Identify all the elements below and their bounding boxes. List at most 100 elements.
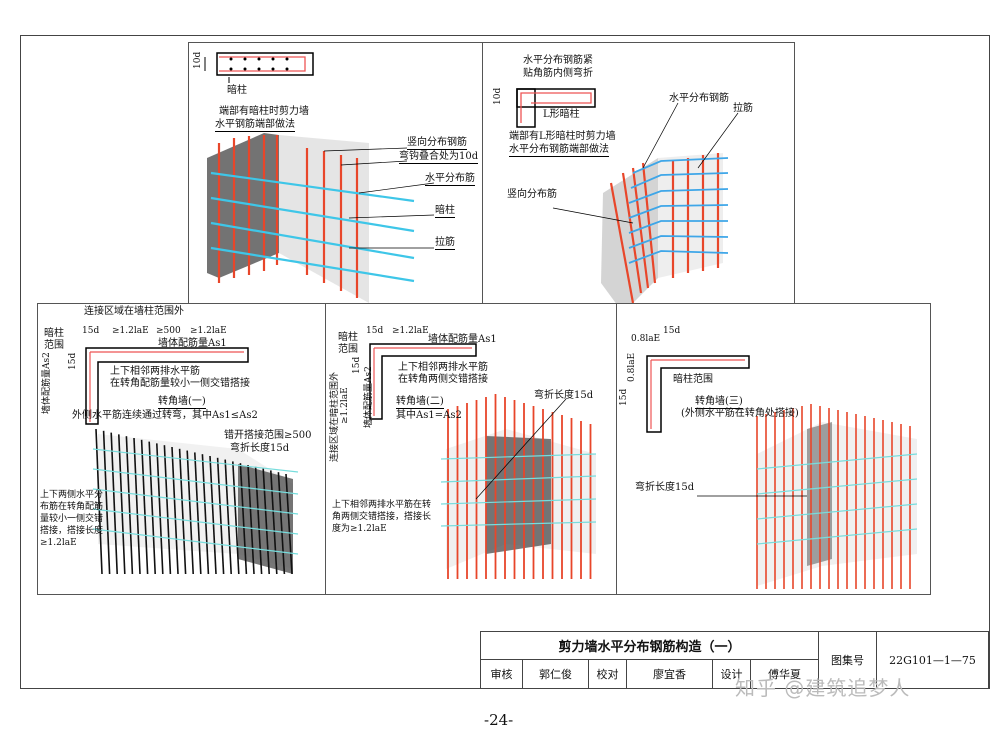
rebar-3d-drawing — [646, 355, 918, 589]
rebar-line — [102, 430, 111, 575]
panel-corner-wall-3: 0.8laE 15d 0.8laE 15d 暗柱范围 转角墙(三) (外侧水平筋… — [616, 303, 931, 595]
rebar-line — [209, 455, 217, 575]
rebar-line — [95, 428, 103, 575]
note-line1: 上下相邻两排水平筋 — [110, 366, 200, 377]
hidden-range-1: 暗柱 — [44, 328, 64, 339]
atlas-label: 图集号 — [819, 632, 877, 688]
bend-label: 弯折长度15d — [230, 443, 290, 454]
rebar-line — [201, 454, 210, 575]
rebar-line — [110, 432, 118, 575]
dim-15d: 15d — [366, 326, 384, 336]
dim-500: ≥500 — [156, 326, 181, 336]
panel-end-hidden-column: 10d 暗柱 端部有暗柱时剪力墙 水平钢筋端部做法 竖向分布钢筋 弯钩叠合处为1… — [188, 42, 484, 305]
dim-10d: 10d — [193, 51, 203, 69]
watermark: 知乎 @建筑追梦人 — [735, 676, 911, 700]
region-note: 连接区域在墙柱范围外 — [84, 306, 184, 317]
label-hidden-column: 暗柱 — [435, 205, 455, 218]
label-horizontal-bar: 水平分布筋 — [425, 173, 475, 186]
caption: 转角墙(二) — [396, 396, 444, 409]
checker-name: 廖宜香 — [627, 660, 713, 688]
rebar-line — [186, 450, 194, 575]
label-hook-overlap: 弯钩叠合处为10d — [399, 151, 479, 164]
caption-sub: (外侧水平筋在转角处搭接) — [681, 408, 799, 419]
rebar-line — [118, 434, 126, 575]
dim-0.8lae: 0.8laE — [631, 334, 661, 344]
hidden-column-label: 暗柱 — [227, 85, 247, 96]
caption-line1: 端部有暗柱时剪力墙 — [219, 106, 309, 117]
dim-15d-side: 15d — [352, 356, 362, 374]
side-note-3: 量较小一侧交错 — [40, 514, 104, 524]
rebar-3d-drawing — [516, 88, 739, 304]
title-block: 剪力墙水平分布钢筋构造（一） 图集号 22G101—1—75 审核 郭仁俊 校对… — [480, 631, 989, 689]
panel-corner-wall-1: 连接区域在墙柱范围外 暗柱 范围 15d ≥1.2laE ≥500 ≥1.2la… — [37, 303, 327, 595]
note-line2: 在转角配筋量较小一侧交错搭接 — [110, 378, 250, 389]
side-note-5: ≥1.2laE — [40, 538, 77, 548]
note-line1: 上下相邻两排水平筋 — [398, 362, 488, 373]
rebar-line — [285, 473, 293, 575]
rebar-line — [224, 459, 232, 575]
rebar-line — [133, 437, 141, 575]
review-label: 审核 — [481, 660, 523, 688]
hidden-range: 暗柱范围 — [673, 374, 713, 385]
caption-line2: 水平钢筋端部做法 — [215, 119, 295, 132]
rebar-line — [140, 439, 149, 575]
wall-as2: 墙体配筋量As2 — [364, 366, 374, 428]
side-note-2: 布筋在转角配筋 — [40, 502, 104, 512]
rebar-line — [194, 452, 202, 575]
side-note-4: 搭接，搭接长度 — [40, 526, 104, 536]
rebar-line — [277, 472, 286, 575]
bend-label: 弯折长度15d — [635, 482, 695, 493]
rebar-line — [254, 466, 263, 575]
caption-line2: 水平分布钢筋端部做法 — [509, 144, 609, 157]
hidden-range-2: 范围 — [44, 340, 64, 351]
rebar-3d-drawing — [369, 343, 597, 579]
label-horizontal-bar: 水平分布钢筋 — [669, 93, 729, 104]
design-label: 设计 — [713, 660, 751, 688]
wall-as1: 墙体配筋量As1 — [158, 338, 227, 349]
note-line2: 在转角两侧交错搭接 — [398, 374, 488, 385]
dim-15d-side: 15d — [619, 388, 629, 406]
check-label: 校对 — [589, 660, 627, 688]
label-tie: 拉筋 — [435, 237, 455, 250]
dim-side: ≥1.2laE — [340, 387, 350, 424]
panel-end-l-column: 水平分布钢筋紧 贴角筋内侧弯折 10d L形暗柱 端部有L形暗柱时剪力墙 水平分… — [482, 42, 795, 305]
rebar-line — [247, 464, 255, 575]
note-line1: 水平分布钢筋紧 — [523, 55, 593, 66]
reviewer-name: 郭仁俊 — [523, 660, 589, 688]
dim-15d-side: 15d — [68, 352, 78, 370]
dim-15d: 15d — [82, 326, 100, 336]
atlas-number: 22G101—1—75 — [889, 653, 976, 667]
caption-sub: 其中As1=As2 — [396, 410, 462, 421]
dim-lap: ≥1.2laE — [392, 326, 429, 336]
stagger-label: 错开搭接范围≥500 — [224, 430, 312, 441]
side-note-1: 上下相邻两排水平筋在转 — [332, 500, 432, 510]
dim-15d: 15d — [663, 326, 681, 336]
side-note-3: 度为≥1.2laE — [332, 524, 387, 534]
dim-lap1: ≥1.2laE — [112, 326, 149, 336]
bend-label: 弯折长度15d — [534, 390, 594, 401]
dim-side: 0.8laE — [627, 352, 637, 382]
wall-as2: 墙体配筋量As2 — [42, 352, 52, 414]
note-line2: 贴角筋内侧弯折 — [523, 68, 593, 79]
rebar-line — [270, 470, 278, 575]
caption: 转角墙(一) — [158, 396, 206, 409]
dim-lap2: ≥1.2laE — [190, 326, 227, 336]
label-tie: 拉筋 — [733, 103, 753, 114]
label-vertical-bar: 竖向分布筋 — [507, 189, 557, 200]
rebar-3d-drawing — [204, 52, 435, 303]
drawing-title: 剪力墙水平分布钢筋构造（一） — [481, 632, 819, 660]
rebar-line — [148, 441, 156, 575]
dim-10d: 10d — [493, 87, 503, 105]
caption-line1: 端部有L形暗柱时剪力墙 — [509, 131, 616, 142]
l-column-label: L形暗柱 — [543, 109, 580, 120]
side-note-2: 角两侧交错搭接，搭接长 — [332, 512, 432, 522]
designer-name: 傅华夏 — [751, 660, 819, 688]
label-vertical-bar: 竖向分布钢筋 — [407, 137, 467, 150]
caption: 转角墙(三) — [695, 396, 743, 409]
page-number: -24- — [484, 711, 514, 729]
hidden-range-1: 暗柱 — [338, 332, 358, 343]
caption-sub: 外侧水平筋连续通过转弯，其中As1≤As2 — [72, 410, 258, 421]
hidden-range-2: 范围 — [338, 344, 358, 355]
rebar-line — [216, 457, 225, 575]
wall-as1: 墙体配筋量As1 — [428, 334, 497, 345]
